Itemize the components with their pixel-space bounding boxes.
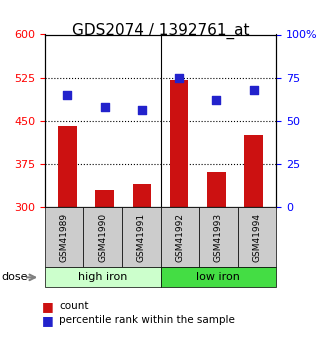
Text: GSM41993: GSM41993 xyxy=(214,213,223,262)
Point xyxy=(65,92,70,98)
Text: ■: ■ xyxy=(42,300,54,313)
Bar xyxy=(133,184,151,207)
Point xyxy=(139,108,144,113)
Bar xyxy=(244,135,263,207)
Bar xyxy=(58,127,77,207)
Text: GSM41989: GSM41989 xyxy=(60,213,69,262)
Text: GSM41991: GSM41991 xyxy=(137,213,146,262)
Text: GSM41992: GSM41992 xyxy=(175,213,184,262)
Text: ■: ■ xyxy=(42,314,54,327)
Bar xyxy=(95,190,114,207)
Text: count: count xyxy=(59,302,89,311)
Text: low iron: low iron xyxy=(196,273,240,282)
Text: percentile rank within the sample: percentile rank within the sample xyxy=(59,315,235,325)
Point xyxy=(214,97,219,103)
Point xyxy=(251,87,256,92)
Text: GSM41994: GSM41994 xyxy=(252,213,261,262)
Point xyxy=(102,104,107,110)
Point xyxy=(177,75,182,80)
Bar xyxy=(207,172,226,207)
Bar xyxy=(170,80,188,207)
Text: high iron: high iron xyxy=(78,273,127,282)
Text: dose: dose xyxy=(2,273,28,282)
Text: GDS2074 / 1392761_at: GDS2074 / 1392761_at xyxy=(72,22,249,39)
Text: GSM41990: GSM41990 xyxy=(98,213,107,262)
